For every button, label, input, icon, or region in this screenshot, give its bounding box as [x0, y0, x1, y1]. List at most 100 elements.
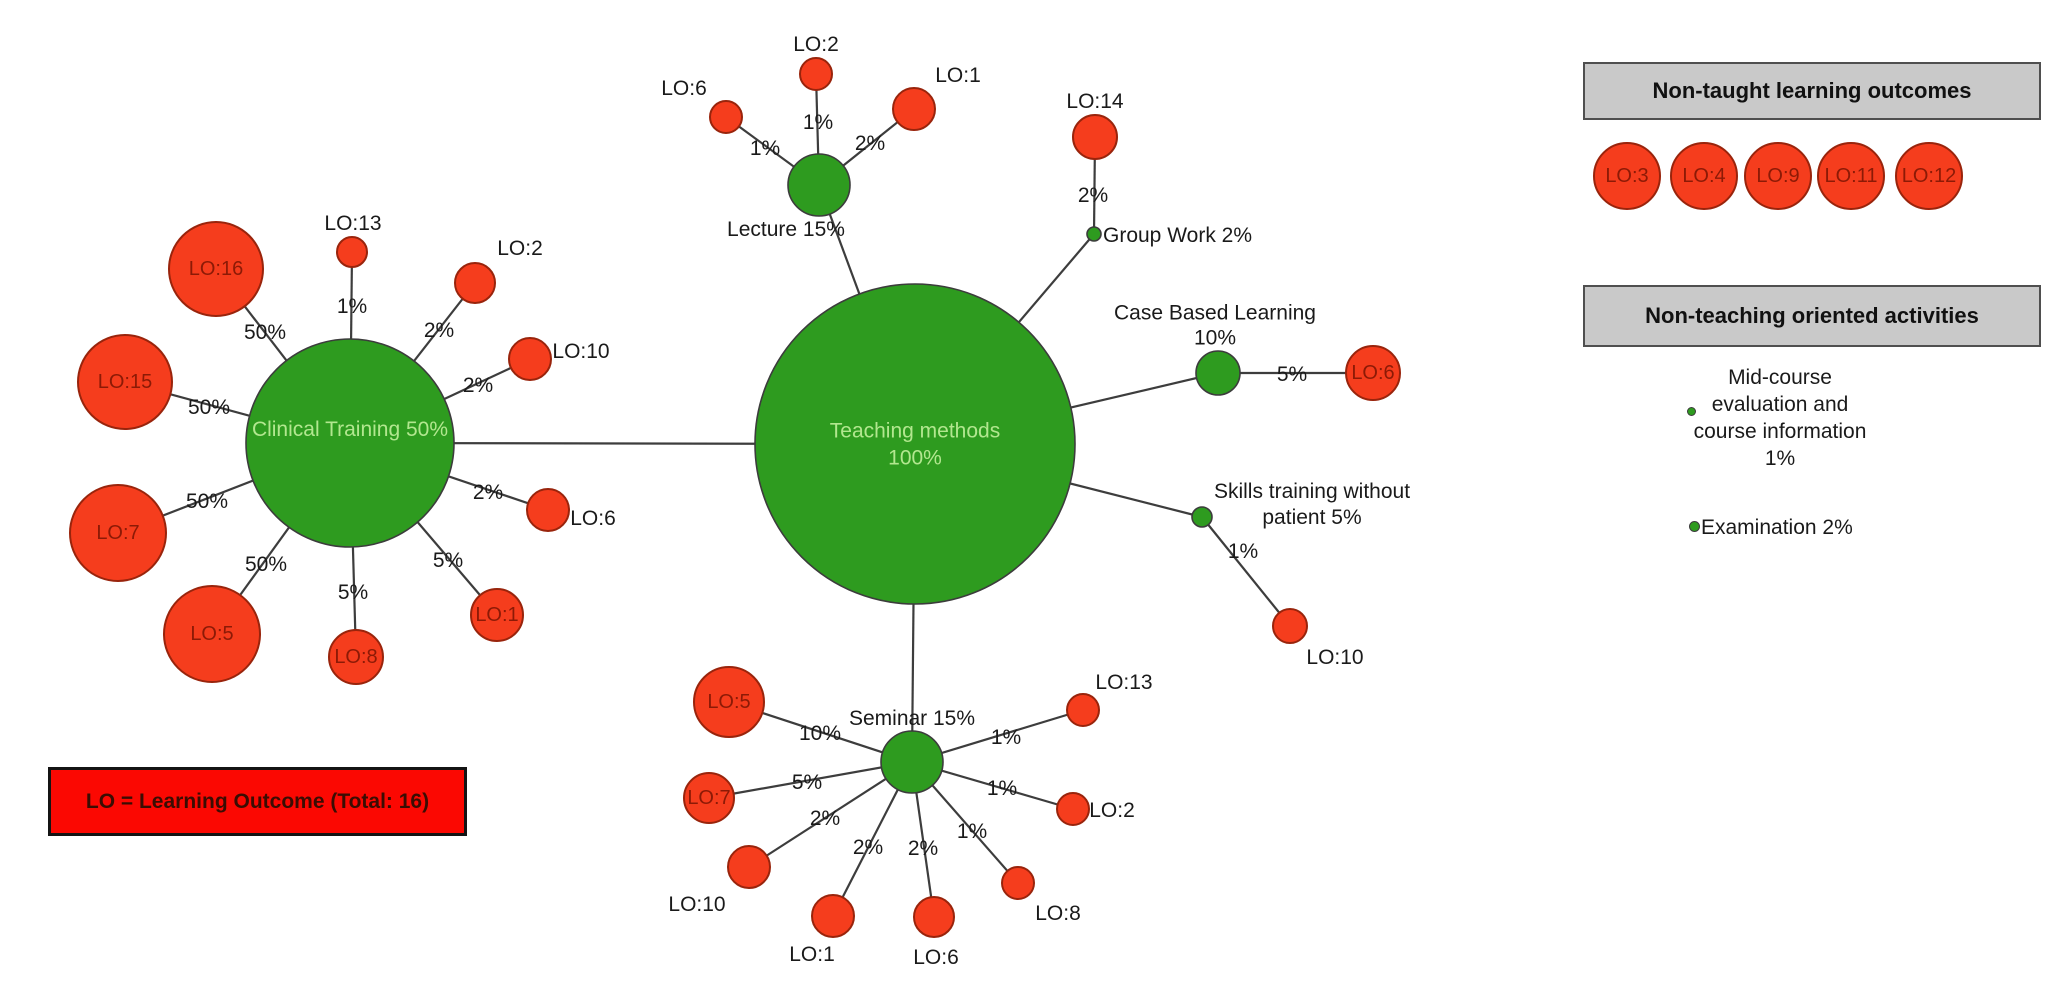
edge-label-clinical-training-ct-lo6: 2%	[473, 481, 503, 504]
label-lec-lo1: LO:1	[935, 64, 981, 87]
node-sem-lo13	[1066, 693, 1100, 727]
label-sem-lo13: LO:13	[1095, 671, 1152, 694]
non-teaching-legend-title: Non-teaching oriented activities	[1645, 303, 1979, 328]
edge-label-seminar-sem-lo5: 10%	[799, 722, 841, 745]
label-ct-lo2: LO:2	[497, 237, 543, 260]
edge-label-seminar-sem-lo6: 2%	[908, 837, 938, 860]
edge-seminar-sem-lo7	[708, 760, 913, 800]
node-label-ct-lo5: LO:5	[190, 623, 233, 645]
node-label-sem-lo5: LO:5	[707, 691, 750, 713]
node-sem-lo1	[811, 894, 855, 938]
node-ct-lo10	[508, 337, 552, 381]
label-seminar: Seminar 15%	[849, 707, 975, 730]
node-case-based-learning	[1195, 350, 1241, 396]
node-label-ct-lo8: LO:8	[334, 646, 377, 668]
edge-label-seminar-sem-lo13: 1%	[991, 726, 1021, 749]
edge-label-lecture-lec-lo1: 2%	[855, 132, 885, 155]
label-sem-lo10: LO:10	[668, 893, 725, 916]
edge-label-seminar-sem-lo2: 1%	[987, 777, 1017, 800]
node-label-nt-lo11: LO:11	[1825, 165, 1878, 187]
edge-label-clinical-training-ct-lo15: 50%	[188, 396, 230, 419]
node-lecture	[787, 153, 851, 217]
node-sem-lo7	[683, 772, 735, 824]
examination-dot-icon	[1689, 521, 1700, 532]
non-taught-legend-header: Non-taught learning outcomes	[1583, 62, 2041, 120]
node-ct-lo1	[470, 588, 524, 642]
node-ct-lo2	[454, 262, 496, 304]
edge-label-clinical-training-ct-lo10: 2%	[463, 374, 493, 397]
non-taught-legend-title: Non-taught learning outcomes	[1652, 78, 1972, 103]
node-sem-lo5	[693, 666, 765, 738]
label-skills-training: Skills training without patient 5%	[1214, 480, 1410, 529]
node-lec-lo1	[892, 87, 936, 131]
node-label-sem-lo7: LO:7	[687, 787, 730, 809]
label-sem-lo8: LO:8	[1035, 902, 1081, 925]
node-label-ct-lo1: LO:1	[475, 604, 518, 626]
label-lec-lo2: LO:2	[793, 33, 839, 56]
mid-course-dot-icon	[1687, 407, 1696, 416]
edge-label-seminar-sem-lo8: 1%	[957, 820, 987, 843]
label-sem-lo2: LO:2	[1089, 799, 1135, 822]
edge-label-seminar-sem-lo7: 5%	[792, 771, 822, 794]
edge-label-clinical-training-ct-lo7: 50%	[186, 490, 228, 513]
edge-label-clinical-training-ct-lo2: 2%	[424, 319, 454, 342]
node-label-ct-lo15: LO:15	[98, 371, 152, 393]
label-sem-lo6: LO:6	[913, 946, 959, 969]
node-ct-lo8	[328, 629, 384, 685]
node-nt-lo12	[1895, 142, 1963, 210]
edge-label-lecture-lec-lo6: 1%	[750, 137, 780, 160]
non-teaching-legend-header: Non-teaching oriented activities	[1583, 285, 2041, 347]
edge-label-clinical-training-ct-lo16: 50%	[244, 321, 286, 344]
node-teaching-methods	[754, 283, 1076, 605]
node-ct-lo15	[77, 334, 173, 430]
node-gw-lo14	[1072, 114, 1118, 160]
node-ct-lo13	[336, 236, 368, 268]
label-lec-lo6: LO:6	[661, 77, 707, 100]
label-ct-lo10: LO:10	[552, 340, 609, 363]
node-nt-lo4	[1670, 142, 1738, 210]
edge-label-clinical-training-ct-lo1: 5%	[433, 549, 463, 572]
label-gw-lo14: LO:14	[1066, 90, 1124, 113]
node-label-nt-lo9: LO:9	[1756, 165, 1799, 187]
label-sem-lo1: LO:1	[789, 943, 835, 966]
lo-abbreviation-note-box: LO = Learning Outcome (Total: 16)	[48, 767, 467, 836]
edge-label-clinical-training-ct-lo13: 1%	[337, 295, 367, 318]
edge-label-group-work-gw-lo14: 2%	[1078, 184, 1108, 207]
edge-label-seminar-sem-lo1: 2%	[853, 836, 883, 859]
edge-label-clinical-training-ct-lo5: 50%	[245, 553, 287, 576]
edge-skills-training-st-lo10	[1201, 516, 1291, 627]
node-label-ct-lo16: LO:16	[189, 258, 243, 280]
node-lec-lo2	[799, 57, 833, 91]
label-ct-lo6: LO:6	[570, 507, 616, 530]
node-sem-lo10	[727, 845, 771, 889]
edge-label-lecture-lec-lo2: 1%	[803, 111, 833, 134]
edge-label-seminar-sem-lo10: 2%	[810, 807, 840, 830]
node-label-nt-lo4: LO:4	[1682, 165, 1725, 187]
node-ct-lo5	[163, 585, 261, 683]
label-group-work: Group Work 2%	[1103, 224, 1252, 247]
node-label-cbl-lo6: LO:6	[1351, 362, 1394, 384]
node-sem-lo2	[1056, 792, 1090, 826]
node-label-nt-lo12: LO:12	[1902, 165, 1956, 187]
node-ct-lo16	[168, 221, 264, 317]
node-clinical-training	[245, 338, 455, 548]
label-case-based-learning: Case Based Learning 10%	[1114, 301, 1316, 349]
label-st-lo10: LO:10	[1306, 646, 1363, 669]
node-nt-lo9	[1744, 142, 1812, 210]
edge-label-case-based-learning-cbl-lo6: 5%	[1277, 363, 1307, 386]
node-label-teaching-methods: Teaching methods 100%	[830, 419, 1000, 469]
node-lec-lo6	[709, 100, 743, 134]
node-ct-lo7	[69, 484, 167, 582]
node-label-clinical-training: Clinical Training 50%	[252, 418, 448, 441]
node-group-work	[1086, 226, 1102, 242]
node-label-nt-lo3: LO:3	[1605, 165, 1648, 187]
node-label-ct-lo7: LO:7	[96, 522, 139, 544]
node-sem-lo6	[913, 896, 955, 938]
node-st-lo10	[1272, 608, 1308, 644]
label-ct-lo13: LO:13	[324, 212, 381, 235]
node-sem-lo8	[1001, 866, 1035, 900]
node-ct-lo6	[526, 488, 570, 532]
lo-abbreviation-note-text: LO = Learning Outcome (Total: 16)	[85, 789, 430, 813]
